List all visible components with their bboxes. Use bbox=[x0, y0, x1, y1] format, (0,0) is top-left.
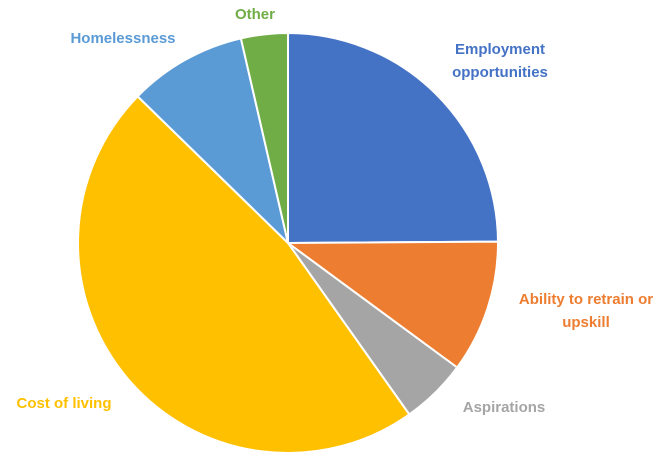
label-other: Other bbox=[235, 6, 275, 23]
slice-homelessness bbox=[136, 37, 290, 247]
label-aspirations: Aspirations bbox=[463, 399, 546, 416]
slice-ability-to-retrain-or-upskill bbox=[284, 240, 500, 369]
slice-employment-opportunities bbox=[287, 31, 500, 245]
pie-slices bbox=[77, 31, 500, 454]
label-cost-of-living: Cost of living bbox=[17, 395, 112, 412]
label-employment-opportunities: Employment opportunities bbox=[452, 41, 548, 81]
slice-cost-of-living bbox=[77, 94, 411, 454]
slice-other bbox=[239, 31, 289, 244]
label-ability-to-retrain: Ability to retrain or upskill bbox=[519, 291, 653, 331]
label-homelessness: Homelessness bbox=[70, 30, 175, 47]
